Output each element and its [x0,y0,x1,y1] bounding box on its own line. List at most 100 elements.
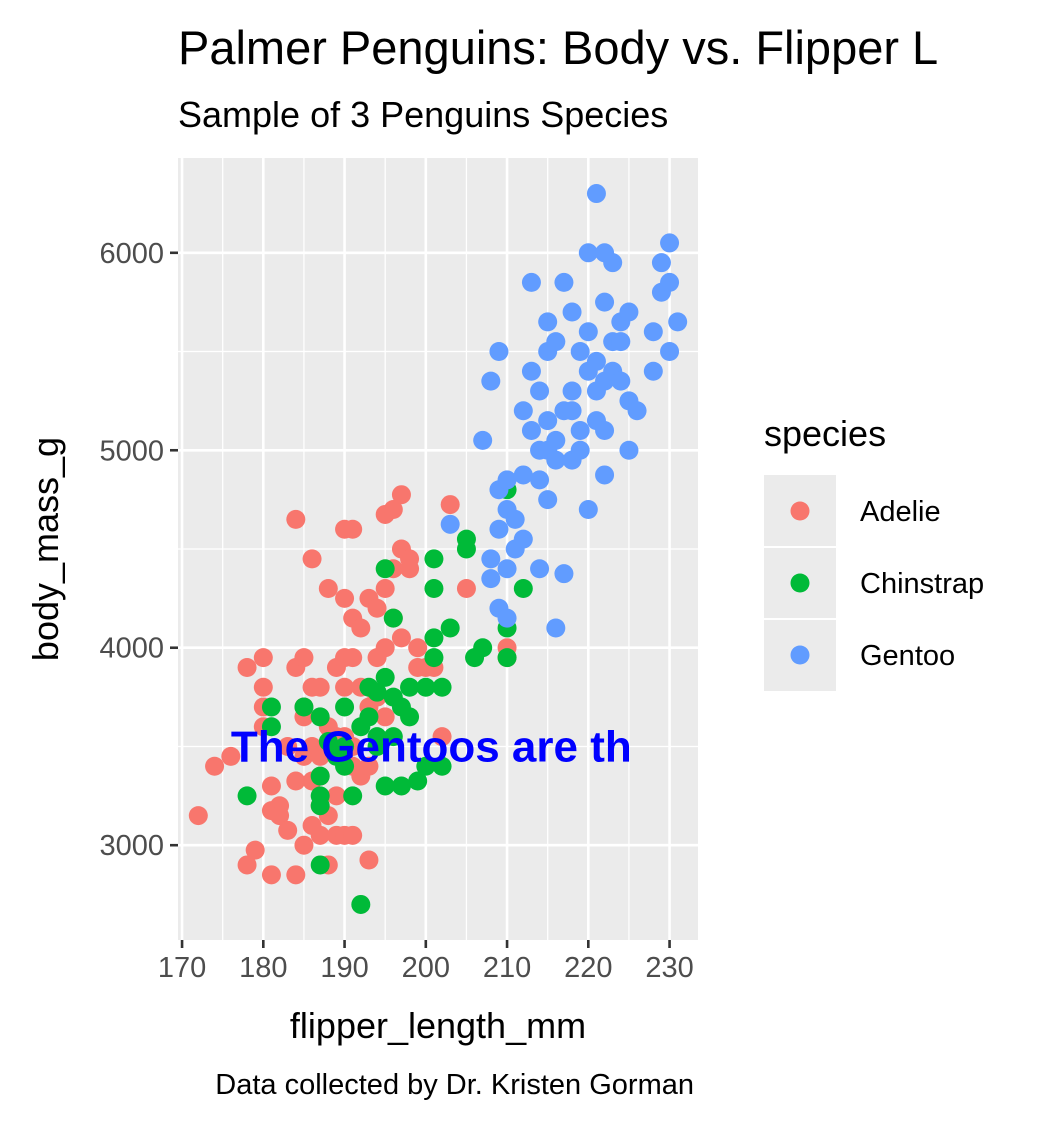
point-adelie-10 [261,776,281,796]
point-gentoo-68 [530,381,550,401]
point-gentoo-19 [521,421,541,441]
legend-key-chinstrap [790,573,810,593]
y-tick-label-3000: 3000 [99,830,164,862]
point-adelie-58 [367,598,387,618]
point-chinstrap-11 [335,697,355,717]
point-chinstrap-26 [408,771,428,791]
point-chinstrap-40 [497,648,517,668]
point-chinstrap-41 [513,578,533,598]
point-chinstrap-24 [391,776,411,796]
point-chinstrap-45 [400,707,420,727]
point-chinstrap-18 [375,559,395,579]
point-chinstrap-22 [383,727,403,747]
legend-label-chinstrap: Chinstrap [860,568,984,600]
point-gentoo-42 [578,500,598,520]
point-chinstrap-31 [424,648,444,668]
point-gentoo-35 [562,381,582,401]
point-adelie-14 [270,806,290,826]
point-gentoo-60 [643,361,663,381]
point-gentoo-26 [538,490,558,510]
point-adelie-77 [432,727,452,747]
x-tick-label-230: 230 [645,952,693,984]
legend-key-adelie [790,501,810,521]
point-chinstrap-3 [294,697,314,717]
point-chinstrap-21 [383,608,403,628]
point-adelie-0 [188,806,208,826]
point-adelie-23 [294,835,314,855]
point-chinstrap-44 [383,687,403,707]
point-adelie-65 [383,500,403,520]
point-chinstrap-46 [416,677,436,697]
point-gentoo-50 [603,253,623,273]
legend-title: species [764,413,886,454]
point-chinstrap-0 [237,786,257,806]
annotation-text: The Gentoos are th [231,722,632,771]
point-adelie-19 [286,865,306,885]
point-gentoo-65 [660,342,680,362]
point-chinstrap-47 [432,677,452,697]
point-gentoo-11 [497,559,517,579]
grid-minor [178,158,698,940]
point-gentoo-57 [619,440,639,460]
point-chinstrap-29 [424,549,444,569]
point-chinstrap-32 [432,756,452,776]
point-chinstrap-1 [261,697,281,717]
point-adelie-5 [245,840,265,860]
point-gentoo-27 [538,411,558,431]
point-adelie-28 [310,677,330,697]
point-adelie-50 [343,825,363,845]
point-gentoo-74 [611,332,631,352]
point-gentoo-73 [595,421,615,441]
point-adelie-18 [286,771,306,791]
point-gentoo-17 [521,272,541,292]
point-gentoo-59 [643,322,663,342]
point-chinstrap-30 [424,628,444,648]
point-adelie-38 [326,786,346,806]
point-adelie-1 [205,756,225,776]
point-adelie-32 [310,825,330,845]
point-gentoo-63 [660,233,680,253]
legend-label-gentoo: Gentoo [860,640,955,672]
point-adelie-3 [237,657,257,677]
point-adelie-83 [278,736,298,756]
point-chinstrap-35 [456,539,476,559]
point-chinstrap-5 [310,766,330,786]
point-adelie-51 [351,618,371,638]
x-tick-label-220: 220 [564,952,612,984]
point-adelie-41 [335,588,355,608]
point-adelie-24 [302,549,322,569]
data-points [188,184,688,914]
point-chinstrap-4 [310,707,330,727]
point-gentoo-55 [619,302,639,322]
point-gentoo-12 [497,608,517,628]
point-gentoo-43 [586,184,606,204]
point-gentoo-66 [668,312,688,332]
point-adelie-78 [440,495,460,515]
point-gentoo-44 [586,351,606,371]
point-adelie-7 [253,677,273,697]
point-adelie-17 [286,509,306,529]
point-gentoo-31 [554,272,574,292]
y-tick-label-5000: 5000 [99,435,164,467]
point-gentoo-30 [546,450,566,470]
point-adelie-12 [261,865,281,885]
point-adelie-20 [294,648,314,668]
y-tick-label-6000: 6000 [99,238,164,270]
point-gentoo-64 [660,272,680,292]
x-tick-label-190: 190 [320,952,368,984]
point-adelie-48 [343,648,363,668]
point-gentoo-49 [595,465,615,485]
x-tick-label-180: 180 [239,952,287,984]
point-chinstrap-13 [343,786,363,806]
point-chinstrap-19 [375,667,395,687]
x-tick-label-200: 200 [402,952,450,984]
point-adelie-73 [408,638,428,658]
point-gentoo-18 [521,361,541,381]
point-gentoo-70 [562,401,582,421]
point-chinstrap-25 [400,677,420,697]
point-adelie-29 [310,746,330,766]
point-gentoo-6 [489,342,509,362]
point-chinstrap-8 [310,855,330,875]
point-adelie-6 [253,648,273,668]
point-gentoo-22 [530,470,550,490]
